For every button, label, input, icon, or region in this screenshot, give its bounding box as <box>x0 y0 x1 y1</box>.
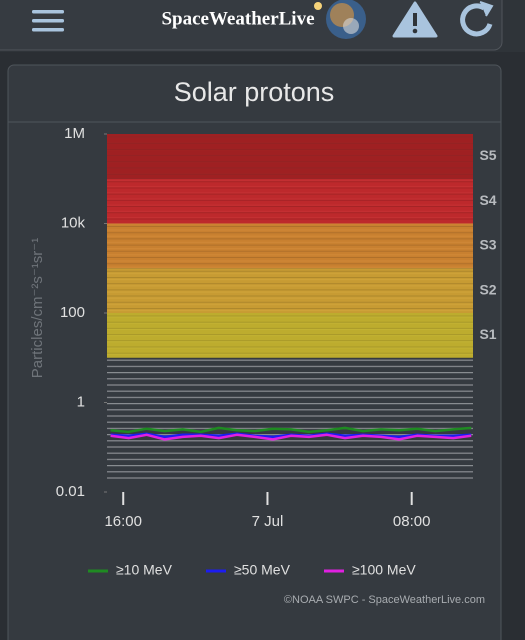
legend-label: ≥100 MeV <box>352 562 416 578</box>
series-line <box>110 433 472 441</box>
credit: ©NOAA SWPC - SpaceWeatherLive.com <box>284 594 485 606</box>
previous-card <box>0 0 503 51</box>
threshold-band <box>107 223 473 269</box>
series-line <box>110 426 472 434</box>
alert-button[interactable] <box>392 1 438 38</box>
threshold-label: S5 <box>479 147 496 163</box>
chart-title: Solar protons <box>174 77 335 107</box>
refresh-button[interactable] <box>460 1 494 37</box>
y-tick-label: 0.01 <box>56 483 85 500</box>
threshold-band <box>107 313 473 358</box>
plot: S1 S2 S3 S4 S5 0.01 1 100 10k 1M 16:00 7 Jul 08:00 ≥1… <box>56 125 497 578</box>
app-title: SpaceWeatherLive <box>161 8 314 29</box>
x-tick-label: 16:00 <box>104 513 142 530</box>
y-tick-label: 1 <box>77 393 85 410</box>
y-tick-label: 100 <box>60 304 85 321</box>
threshold-label: S2 <box>479 281 496 297</box>
y-tick-label: 10k <box>61 214 86 231</box>
threshold-label: S1 <box>479 326 496 342</box>
threshold-label: S3 <box>479 237 496 253</box>
threshold-label: S4 <box>479 192 496 208</box>
menu-button[interactable] <box>32 10 64 32</box>
y-tick-label: 1M <box>64 125 85 142</box>
x-tick-label: 7 Jul <box>252 513 284 530</box>
threshold-band <box>107 134 473 179</box>
legend-label: ≥50 MeV <box>234 562 291 578</box>
x-tick-label: 08:00 <box>393 513 431 530</box>
y-axis-label: Particles/cm⁻²s⁻¹sr⁻¹ <box>29 238 46 378</box>
legend-label: ≥10 MeV <box>116 562 173 578</box>
threshold-band <box>107 178 473 224</box>
threshold-band <box>107 268 473 313</box>
logo-globe <box>314 0 366 39</box>
